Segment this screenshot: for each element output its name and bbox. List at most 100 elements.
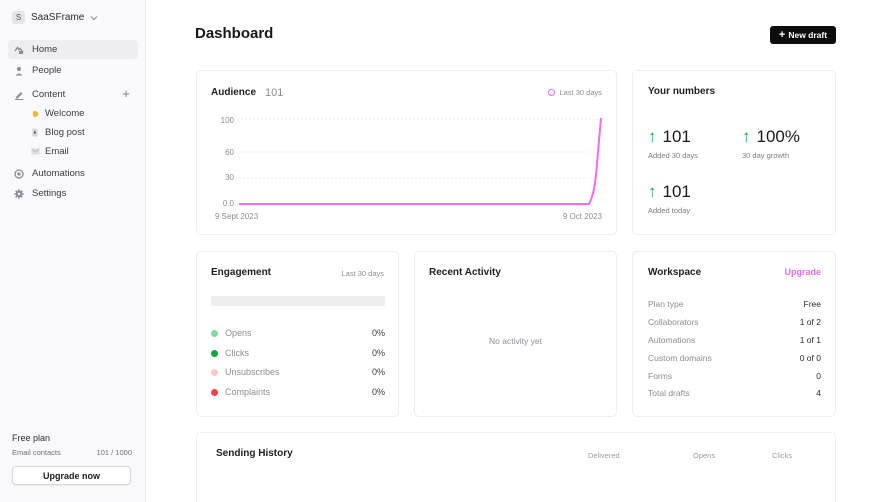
arrow-up-icon: ↑ xyxy=(648,127,657,146)
new-draft-label: New draft xyxy=(788,30,828,40)
contacts-usage: Email contacts 101 / 1000 xyxy=(12,448,132,457)
row-key: Automations xyxy=(648,335,696,345)
engagement-label: Complaints xyxy=(225,387,271,397)
pencil-icon xyxy=(14,90,24,100)
arrow-up-icon: ↑ xyxy=(742,127,751,146)
home-icon xyxy=(14,45,24,55)
page-title: Dashboard xyxy=(195,25,274,42)
row-key: Custom domains xyxy=(648,353,712,363)
sidebar-item-people[interactable]: People xyxy=(8,61,138,80)
sidebar-item-automations[interactable]: Automations xyxy=(8,164,138,183)
workspace-avatar: S xyxy=(12,11,25,24)
waving-hand-icon xyxy=(30,109,40,119)
engagement-row-opens: Opens 0% xyxy=(211,328,385,338)
workspace-name: SaaSFrame xyxy=(31,12,85,23)
engagement-row-complaints: Complaints 0% xyxy=(211,387,385,397)
complaints-dot-icon xyxy=(211,388,218,396)
grid-lines xyxy=(239,118,601,179)
recent-activity-title: Recent Activity xyxy=(429,267,501,278)
clicks-dot-icon xyxy=(211,349,218,357)
plan-summary: Free plan Email contacts 101 / 1000 Upgr… xyxy=(12,433,132,485)
row-value: 0 xyxy=(816,371,821,381)
contacts-label: Email contacts xyxy=(12,448,61,457)
chart-legend[interactable]: Last 30 days xyxy=(548,88,602,97)
row-value: 1 of 2 xyxy=(799,317,821,327)
y-tick: 100 xyxy=(220,116,234,125)
column-header-opens: Opens xyxy=(693,451,716,460)
arrow-up-icon: ↑ xyxy=(648,182,657,201)
workspace-card: Workspace Upgrade Plan type Free Collabor… xyxy=(632,251,836,417)
engagement-value: 0% xyxy=(371,328,385,338)
upgrade-link[interactable]: Upgrade xyxy=(784,267,821,277)
engagement-card: Engagement Last 30 days Opens 0% Clicks … xyxy=(196,251,399,417)
engagement-value: 0% xyxy=(371,367,385,377)
sidebar-item-label: People xyxy=(32,65,62,76)
sending-history-title: Sending History xyxy=(216,448,293,459)
contacts-value: 101 / 1000 xyxy=(96,448,132,457)
audience-count: 101 xyxy=(265,87,284,99)
new-draft-button[interactable]: + New draft xyxy=(770,26,836,44)
email-icon xyxy=(30,147,40,157)
empty-state-message: No activity yet xyxy=(489,336,542,346)
workspace-row: Plan type Free xyxy=(648,299,821,309)
recent-activity-card: Recent Activity No activity yet xyxy=(414,251,617,417)
sending-history-card: Sending History Delivered Opens Clicks xyxy=(196,432,836,502)
automation-icon xyxy=(14,168,24,179)
unsubscribes-dot-icon xyxy=(211,368,218,376)
stat-added-30-days: ↑ 101 Added 30 days xyxy=(648,127,698,160)
chevron-down-icon xyxy=(91,15,98,20)
sidebar-item-label: Content xyxy=(32,89,66,100)
sidebar-item-settings[interactable]: Settings xyxy=(8,184,138,203)
row-value: 1 of 1 xyxy=(799,335,821,345)
audience-line-chart xyxy=(239,117,602,205)
your-numbers-title: Your numbers xyxy=(648,86,716,97)
workspace-row: Custom domains 0 of 0 xyxy=(648,353,821,363)
y-tick: 0.0 xyxy=(222,199,234,208)
engagement-title: Engagement xyxy=(211,267,272,278)
plus-icon: + xyxy=(778,28,786,41)
gear-icon xyxy=(14,188,24,199)
row-value: 4 xyxy=(816,388,821,398)
add-content-button[interactable]: + xyxy=(122,86,130,101)
stat-value: 101 xyxy=(662,182,691,201)
your-numbers-card: Your numbers ↑ 101 Added 30 days ↑ 100% 30… xyxy=(632,70,836,235)
x-tick: 9 Sept 2023 xyxy=(215,212,259,221)
x-tick: 9 Oct 2023 xyxy=(562,212,602,221)
engagement-value: 0% xyxy=(371,387,385,397)
column-header-clicks: Clicks xyxy=(772,451,792,460)
sidebar-nav: Home People Content + Welcome Blog pos xyxy=(8,40,138,203)
sidebar-item-welcome[interactable]: Welcome xyxy=(8,104,138,123)
opens-dot-icon xyxy=(211,329,218,337)
sidebar-item-content[interactable]: Content + xyxy=(8,85,138,104)
person-icon xyxy=(14,66,24,76)
stat-label: Added 30 days xyxy=(648,151,699,160)
engagement-row-clicks: Clicks 0% xyxy=(211,348,385,358)
sidebar-item-label: Blog post xyxy=(45,127,85,138)
stat-label: Added today xyxy=(648,206,691,215)
sidebar-item-label: Welcome xyxy=(45,108,85,119)
y-tick: 30 xyxy=(225,173,234,182)
engagement-range: Last 30 days xyxy=(341,269,384,278)
sidebar-item-email[interactable]: Email xyxy=(8,142,138,161)
engagement-row-unsubscribes: Unsubscribes 0% xyxy=(211,367,385,377)
workspace-row: Total drafts 4 xyxy=(648,388,821,398)
plan-title: Free plan xyxy=(12,433,51,443)
y-tick: 60 xyxy=(225,148,234,157)
row-value: 0 of 0 xyxy=(799,353,821,363)
workspace-row: Automations 1 of 1 xyxy=(648,335,821,345)
engagement-label: Unsubscribes xyxy=(225,367,280,377)
audience-card: Audience 101 Last 30 days 100 60 30 0.0 … xyxy=(196,70,617,235)
workspace-switcher[interactable]: S SaaSFrame xyxy=(12,11,98,24)
sidebar-item-home[interactable]: Home xyxy=(8,40,138,59)
sidebar-item-label: Home xyxy=(32,44,58,55)
sidebar-item-label: Automations xyxy=(32,168,85,179)
sidebar-item-blog-post[interactable]: Blog post xyxy=(8,123,138,142)
stat-label: 30 day growth xyxy=(742,151,790,160)
workspace-row: Forms 0 xyxy=(648,371,821,381)
upgrade-now-button[interactable]: Upgrade now xyxy=(12,466,131,485)
sidebar-item-label: Settings xyxy=(32,188,67,199)
audience-title: Audience xyxy=(211,87,257,98)
engagement-value: 0% xyxy=(371,348,385,358)
stat-30-day-growth: ↑ 100% 30 day growth xyxy=(742,127,800,160)
row-key: Plan type xyxy=(648,299,684,309)
